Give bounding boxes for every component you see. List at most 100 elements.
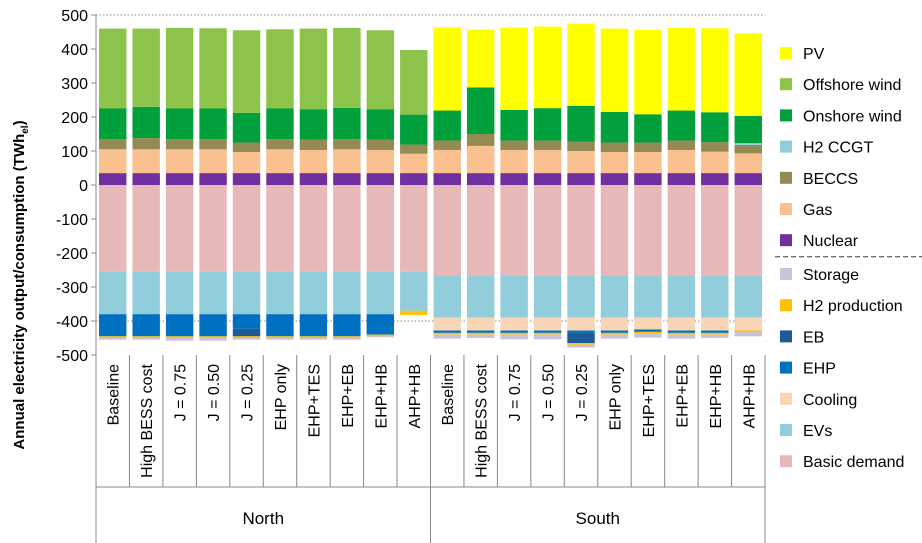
bar-segment-evs-1: [132, 271, 160, 315]
bar-segment-pv-10: [433, 27, 461, 111]
bar-segment-gas-3: [199, 149, 227, 174]
bar-segment-ehp-14: [567, 330, 595, 333]
bar-segment-basic-demand-8: [366, 185, 395, 272]
bar-segment-onshore-wind-14: [567, 105, 595, 142]
bar-segment-nuclear-5: [266, 173, 294, 185]
bar-segment-ehp-15: [600, 330, 629, 333]
bar-segment-basic-demand-12: [500, 185, 528, 276]
bar-segment-h2-production-5: [266, 336, 294, 338]
bar-segment-evs-3: [199, 271, 227, 315]
y-axis-unit: TWh: [11, 134, 28, 166]
bar-segment-gas-12: [500, 149, 528, 174]
bar-segment-eb-14: [567, 332, 595, 344]
bar-segment-evs-17: [667, 275, 696, 318]
bar-segment-storage-10: [433, 334, 461, 339]
bar-segment-onshore-wind-9: [400, 114, 428, 145]
bar-segment-h2-production-7: [333, 336, 361, 338]
bar-segment-ehp-16: [634, 329, 662, 332]
bar-segment-onshore-wind-5: [266, 108, 294, 140]
bar-segment-gas-16: [634, 152, 662, 174]
bar-segment-offshore-wind-8: [366, 30, 395, 110]
bar-segment-basic-demand-9: [400, 185, 428, 272]
y-axis-label: Annual electricity output/consumption: [11, 175, 28, 449]
bar-segment-storage-2: [165, 338, 194, 341]
y-tick-label-400: 400: [61, 42, 88, 59]
bar-segment-h2-production-2: [165, 336, 194, 338]
bar-segment-offshore-wind-5: [266, 29, 294, 109]
category-label-14: J = 0.25: [574, 364, 591, 421]
bar-segment-basic-demand-3: [199, 185, 227, 272]
bar-segment-h2-production-3: [199, 336, 227, 338]
y-axis-unit-subscript: el: [20, 125, 31, 134]
bar-segment-h2-production-10: [433, 332, 461, 335]
bar-segment-storage-6: [299, 338, 328, 340]
bar-segment-nuclear-12: [500, 173, 528, 185]
bar-segment-cooling-18: [701, 317, 729, 331]
category-label-17: EHP+EB: [674, 364, 691, 428]
bar-segment-gas-13: [533, 149, 562, 174]
bar-segment-beccs-17: [667, 140, 696, 150]
bar-segment-cooling-16: [634, 317, 662, 330]
bar-segment-cooling-12: [500, 317, 528, 331]
bar-segment-h2-production-6: [299, 336, 328, 338]
y-tick-label--200: -200: [56, 246, 88, 263]
bar-segment-nuclear-9: [400, 173, 428, 185]
bar-segment-beccs-3: [199, 139, 227, 150]
bar-segment-beccs-12: [500, 140, 528, 150]
bar-segment-pv-14: [567, 23, 595, 106]
legend-swatch-nuclear: [780, 234, 792, 247]
bar-segment-storage-5: [266, 338, 294, 340]
bar-segment-basic-demand-14: [567, 185, 595, 276]
bar-segment-beccs-9: [400, 144, 428, 154]
bar-segment-storage-12: [500, 334, 528, 340]
bar-segment-ehp-12: [500, 330, 528, 333]
bar-segment-pv-18: [701, 28, 729, 113]
bar-segment-h2-production-16: [634, 331, 662, 334]
bar-segment-evs-6: [299, 271, 328, 315]
bar-segment-basic-demand-16: [634, 185, 662, 276]
bar-segment-storage-3: [199, 338, 227, 341]
bar-segment-cooling-13: [533, 317, 562, 331]
bar-segment-beccs-4: [232, 142, 261, 153]
legend-swatch-onshore-wind: [780, 109, 792, 122]
bar-segment-onshore-wind-12: [500, 109, 528, 141]
legend-swatch-beccs: [780, 171, 792, 184]
bar-segment-offshore-wind-7: [333, 27, 361, 108]
bar-segment-ehp-6: [299, 314, 328, 337]
bar-segment-nuclear-8: [366, 173, 395, 185]
bar-segment-basic-demand-15: [600, 185, 629, 276]
category-label-2: J = 0.75: [173, 364, 190, 421]
bar-segment-offshore-wind-6: [299, 28, 328, 110]
bar-segment-h2-production-11: [466, 332, 495, 335]
legend-label-eb: EB: [803, 329, 824, 346]
bar-segment-storage-17: [667, 334, 696, 339]
legend-swatch-h2-ccgt: [780, 140, 792, 153]
bar-segment-onshore-wind-2: [165, 108, 194, 140]
legend-swatch-offshore-wind: [780, 78, 792, 91]
y-axis-title: Annual electricity output/consumption (T…: [11, 120, 31, 449]
bar-segment-pv-12: [500, 27, 528, 110]
bar-segment-nuclear-2: [165, 173, 194, 185]
legend-swatch-evs: [780, 424, 792, 436]
category-label-16: EHP+TES: [641, 364, 658, 437]
legend-label-basic-demand: Basic demand: [803, 454, 904, 471]
category-label-6: EHP+TES: [306, 364, 323, 437]
bar-segment-ehp-11: [466, 330, 495, 333]
bar-segment-evs-10: [433, 275, 461, 318]
bar-segment-nuclear-6: [299, 173, 328, 185]
bar-segment-h2-production-13: [533, 332, 562, 335]
bar-segment-evs-15: [600, 275, 629, 318]
bar-segment-nuclear-14: [567, 173, 595, 185]
bar-segment-beccs-19: [734, 144, 762, 154]
bar-segment-basic-demand-5: [266, 185, 294, 272]
bar-segment-storage-0: [99, 338, 127, 340]
bar-segment-cooling-14: [567, 317, 595, 331]
bar-segment-ehp-5: [266, 314, 294, 337]
bar-segment-evs-12: [500, 275, 528, 318]
legend-label-nuclear: Nuclear: [803, 233, 859, 250]
legend-label-onshore-wind: Onshore wind: [803, 108, 902, 125]
bar-segment-onshore-wind-4: [232, 112, 261, 143]
legend-label-h2-production: H2 production: [803, 298, 903, 315]
legend-label-beccs: BECCS: [803, 171, 858, 188]
